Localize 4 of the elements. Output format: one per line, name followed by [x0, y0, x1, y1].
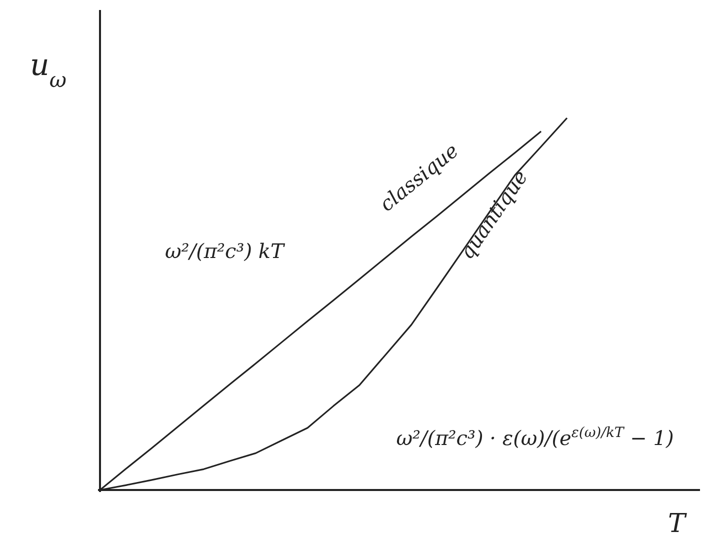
- y-axis-title: u$_{ω}$: [30, 48, 66, 92]
- annotation: ω²/(π²c³) · ε(ω)/(e$^{ε(ω)/kT}$ − 1): [396, 425, 674, 450]
- annotation: ω²/(π²c³) kT: [165, 239, 286, 263]
- x-axis-title: T: [668, 509, 687, 539]
